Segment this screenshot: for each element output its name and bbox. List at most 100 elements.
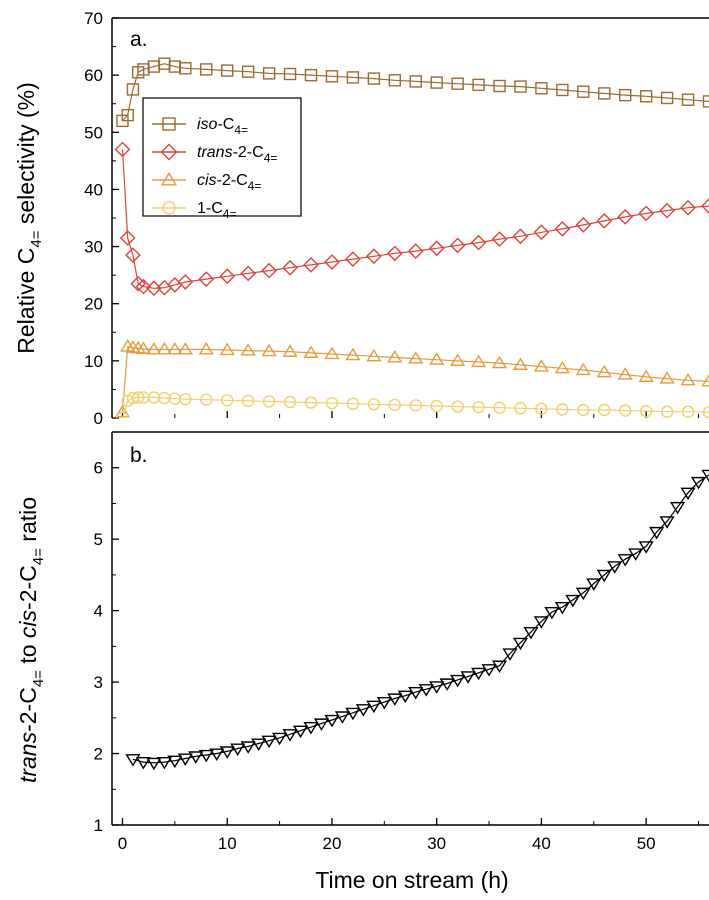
data-point-a-1 — [282, 259, 298, 276]
data-point-b-0 — [533, 616, 549, 629]
data-point-a-0 — [493, 79, 506, 93]
data-point-b-0 — [439, 678, 455, 691]
data-point-a-2 — [617, 367, 633, 380]
data-point-a-2 — [146, 342, 162, 355]
data-point-a-0 — [126, 83, 140, 96]
data-point-b-0 — [670, 501, 686, 515]
data-point-a-1 — [596, 212, 613, 229]
data-point-a-2 — [638, 369, 654, 382]
data-point-a-3 — [409, 399, 422, 412]
data-point-b-0 — [167, 755, 183, 769]
data-point-a-0 — [556, 83, 569, 97]
data-point-a-0 — [577, 85, 590, 98]
data-point-b-0 — [680, 487, 696, 501]
data-point-a-0 — [409, 75, 422, 88]
data-point-a-1 — [324, 254, 340, 270]
data-point-a-2 — [177, 342, 193, 355]
data-point-b-0 — [690, 476, 707, 490]
data-point-a-0 — [681, 93, 695, 106]
data-point-b-0 — [701, 469, 709, 483]
data-point-a-1 — [491, 231, 508, 248]
panel-a-y-tick-label: 70 — [84, 9, 103, 28]
legend-label: 1-C4= — [197, 200, 236, 221]
legend-marker — [162, 117, 176, 131]
data-point-a-1 — [617, 208, 634, 225]
data-point-a-1 — [345, 251, 361, 268]
data-point-a-1 — [638, 205, 655, 222]
panel-b-y-axis-title: trans-2-C4= to cis-2-C4= ratio — [15, 497, 47, 783]
data-point-b-0 — [324, 714, 340, 728]
data-point-a-3 — [200, 393, 213, 406]
data-point-b-0 — [450, 674, 466, 688]
panel-a-y-axis-title: Relative C4= selectivity (%) — [13, 82, 45, 353]
data-point-a-1 — [135, 278, 152, 295]
data-point-a-0 — [702, 95, 709, 108]
data-point-a-3 — [493, 401, 506, 414]
panel-b-ticks: 1 2 3 4 5 6 0 10 20 30 40 50 — [94, 459, 700, 853]
data-point-b-0 — [376, 696, 392, 710]
data-point-a-1 — [303, 256, 319, 273]
panel-a-y-tick-label: 20 — [84, 295, 103, 314]
panel-a-y-tick-label: 40 — [84, 180, 103, 199]
data-point-a-2 — [512, 357, 529, 370]
panel-a-ticks: 0 10 20 30 40 50 60 70 — [84, 9, 700, 428]
x-tick-label: 40 — [532, 834, 551, 853]
panel-a-y-tick-label: 60 — [84, 66, 103, 85]
data-point-b-0 — [408, 686, 424, 700]
x-axis-title: Time on stream (h) — [315, 867, 508, 893]
data-point-a-1 — [198, 271, 215, 288]
data-point-a-0 — [598, 87, 611, 100]
data-point-a-1 — [470, 234, 487, 251]
data-point-a-3 — [556, 403, 569, 416]
data-point-a-3 — [598, 403, 611, 417]
data-point-a-2 — [366, 348, 382, 362]
panel-b-y-tick-label: 1 — [94, 816, 103, 835]
legend-label: cis-2-C4= — [197, 172, 261, 193]
x-tick-label: 10 — [218, 834, 237, 853]
data-point-b-0 — [659, 516, 675, 529]
panel-b-y-tick-label: 3 — [94, 673, 103, 692]
data-point-b-0 — [303, 722, 319, 735]
data-point-b-0 — [209, 748, 225, 761]
x-tick-label: 30 — [427, 834, 446, 853]
data-point-a-1 — [114, 141, 131, 158]
data-point-a-1 — [219, 268, 236, 285]
data-point-b-0 — [334, 711, 350, 724]
data-point-a-3 — [179, 392, 192, 406]
data-point-b-0 — [607, 561, 623, 574]
data-point-a-1 — [449, 237, 466, 254]
data-point-a-3 — [283, 395, 297, 409]
legend-label: trans-2-C4= — [197, 144, 277, 165]
data-point-a-0 — [262, 67, 276, 80]
data-point-b-0 — [366, 700, 382, 714]
data-point-a-0 — [221, 64, 234, 77]
data-point-a-0 — [200, 63, 213, 76]
data-point-b-0 — [240, 741, 256, 754]
data-point-b-0 — [502, 648, 518, 661]
panel-a-y-tick-label: 30 — [84, 238, 103, 257]
data-point-b-0 — [565, 594, 581, 608]
data-point-a-2 — [680, 372, 696, 386]
data-point-b-0 — [355, 704, 371, 717]
data-point-a-0 — [514, 80, 527, 93]
data-point-a-1 — [659, 202, 675, 219]
data-point-a-3 — [325, 396, 339, 410]
data-point-a-0 — [346, 71, 360, 84]
data-point-a-2 — [156, 342, 172, 355]
data-point-b-0 — [512, 637, 529, 651]
panel-b-y-tick-label: 6 — [94, 459, 103, 478]
panel-a-y-tick-label: 10 — [84, 352, 103, 371]
data-point-b-0 — [272, 732, 288, 746]
data-point-a-0 — [430, 76, 443, 89]
panel-b-plot — [125, 469, 709, 771]
data-point-a-1 — [428, 240, 445, 257]
data-point-a-3 — [577, 403, 590, 417]
data-point-a-0 — [121, 108, 134, 122]
data-point-a-3 — [681, 405, 695, 418]
data-point-b-0 — [135, 757, 151, 770]
data-point-a-1 — [386, 245, 403, 262]
panel-b-y-tick-label: 5 — [94, 530, 103, 549]
data-point-a-1 — [554, 220, 571, 237]
data-point-b-0 — [544, 606, 560, 620]
panel-a-y-tick-label: 0 — [94, 409, 103, 428]
